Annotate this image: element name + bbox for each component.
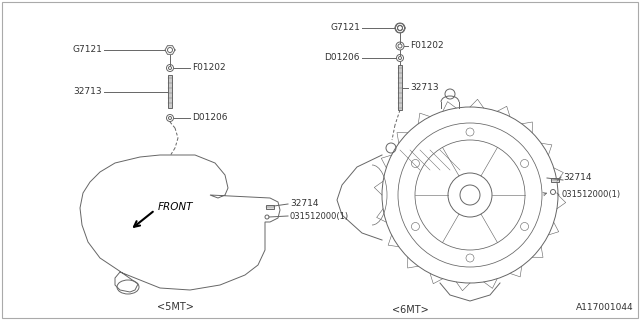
Text: G7121: G7121 (72, 45, 102, 54)
Text: 32713: 32713 (410, 83, 438, 92)
Bar (266, 205, 274, 209)
Text: FRONT: FRONT (158, 202, 193, 212)
Text: 031512000(1): 031512000(1) (561, 190, 620, 199)
Bar (398, 65, 402, 110)
Text: F01202: F01202 (410, 42, 444, 51)
Text: A117001044: A117001044 (577, 303, 634, 312)
Text: G7121: G7121 (330, 23, 360, 33)
Text: <5MT>: <5MT> (157, 302, 193, 312)
Text: 031512000(1): 031512000(1) (290, 212, 349, 220)
Bar (551, 178, 559, 182)
Text: 32713: 32713 (74, 87, 102, 96)
Text: D01206: D01206 (324, 53, 360, 62)
Text: 32714: 32714 (563, 172, 591, 181)
Text: D01206: D01206 (192, 114, 227, 123)
Text: 32714: 32714 (290, 199, 319, 209)
Bar (168, 75, 172, 108)
Text: <6MT>: <6MT> (392, 305, 428, 315)
Text: F01202: F01202 (192, 63, 226, 73)
